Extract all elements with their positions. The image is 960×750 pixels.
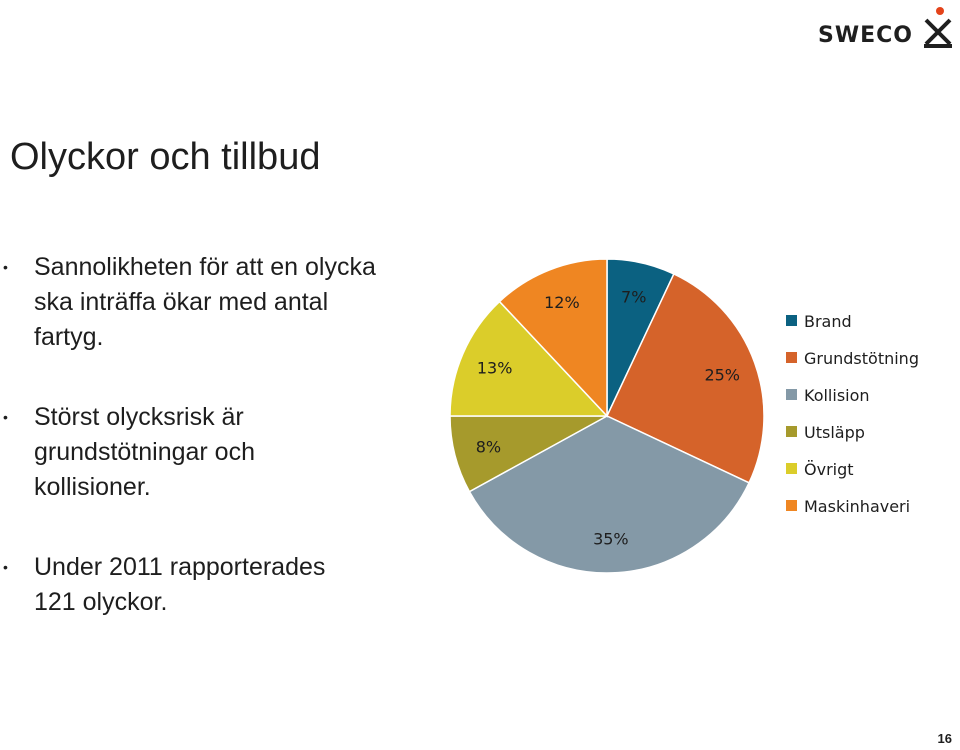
legend-label-grundstötning: Grundstötning (804, 349, 919, 368)
legend-swatch-utsläpp (786, 426, 797, 437)
legend-label-utsläpp: Utsläpp (804, 423, 865, 442)
page-number: 16 (937, 731, 952, 746)
bullet-text: Sannolikheten för att en olycka ska intr… (34, 253, 376, 351)
pie-label-grundstötning: 25% (704, 366, 740, 385)
legend-label-brand: Brand (804, 312, 852, 331)
pie-chart: 7% 25% 35% 8% 13% 12% Brand Grundstötning Kollis… (449, 258, 919, 574)
pie-label-övrigt: 13% (477, 358, 513, 377)
sweco-logo: SWECO (818, 6, 958, 50)
bullet-item: • Under 2011 rapporterades 121 olyckor. (0, 550, 400, 620)
legend-label-maskinhaveri: Maskinhaveri (804, 497, 910, 516)
bullet-text: Under 2011 rapporterades 121 olyckor. (34, 553, 326, 616)
slide-title: Olyckor och tillbud (10, 136, 321, 178)
legend-label-övrigt: Övrigt (804, 460, 854, 479)
legend-swatch-grundstötning (786, 352, 797, 363)
bullet-text: Störst olycksrisk är grundstötningar och… (34, 403, 255, 501)
pie-label-maskinhaveri: 12% (544, 293, 580, 312)
pie-slice-kollision (468, 415, 751, 574)
bullet-dot: • (3, 559, 8, 575)
pie-slice-övrigt (449, 300, 609, 417)
bullet-dot: • (3, 259, 8, 275)
pie-label-kollision: 35% (593, 529, 629, 548)
pie-label-brand: 7% (621, 287, 646, 306)
bullet-item: • Störst olycksrisk är grundstötningar o… (0, 400, 400, 505)
legend-swatch-kollision (786, 389, 797, 400)
legend-label-kollision: Kollision (804, 386, 870, 405)
bullet-dot: • (3, 409, 8, 425)
legend-swatch-övrigt (786, 463, 797, 474)
sweco-mark-icon (924, 7, 952, 48)
pie-slice-grundstötning (606, 272, 765, 484)
logo-text: SWECO (818, 23, 913, 48)
bullet-item: • Sannolikheten för att en olycka ska in… (0, 250, 400, 355)
legend-swatch-maskinhaveri (786, 500, 797, 511)
pie-label-utsläpp: 8% (476, 437, 501, 456)
pie-slice-maskinhaveri (498, 258, 608, 418)
legend-swatch-brand (786, 315, 797, 326)
